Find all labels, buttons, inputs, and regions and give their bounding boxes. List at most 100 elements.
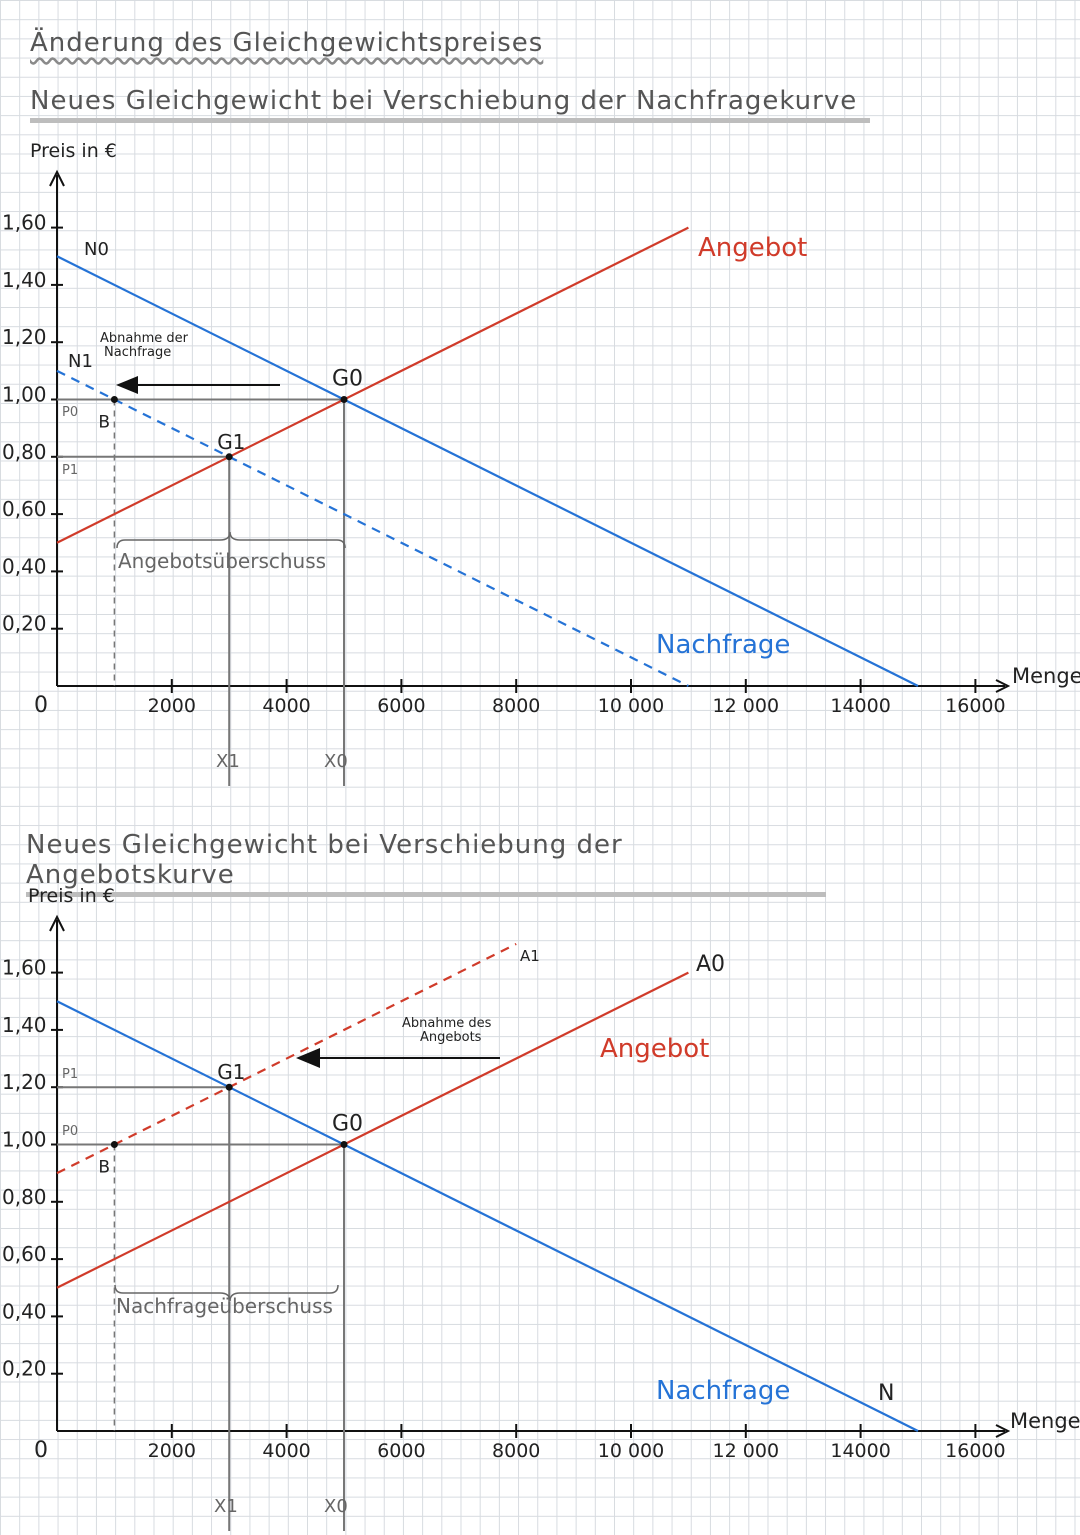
chart2-point-g1: [225, 1083, 233, 1091]
chart2-point-label-g1: G1: [217, 1060, 245, 1084]
chart2-surplus-brace: [114, 1284, 339, 1302]
chart2-point-label-g0: G0: [332, 1112, 363, 1137]
chart1-y-tick-label: 0,20: [2, 612, 47, 636]
chart1-surplus-brace: [116, 531, 346, 549]
chart2-label-nachfrage: Nachfrage: [656, 1376, 790, 1406]
chart2-title: Neues Gleichgewicht bei Verschiebung der…: [26, 830, 826, 897]
chart2-y-tick-label: 1,00: [2, 1128, 47, 1152]
chart1-series-n0: [56, 255, 919, 687]
chart1-x-tick-label: 10 000: [598, 695, 664, 717]
chart2-series-a1: [56, 942, 517, 1175]
chart1-point-label-g1: G1: [217, 430, 245, 454]
chart2-x-tick-label: 12 000: [713, 1440, 779, 1462]
chart1-x-tick-label: 6000: [377, 695, 425, 717]
chart2-point-label-b: B: [98, 1158, 110, 1178]
chart2-x-tick-label: 0: [34, 1438, 48, 1463]
chart1-shift-arrow-head: [116, 376, 138, 394]
chart1-label-angebot: Angebot: [698, 233, 807, 263]
chart2-y-tick-label: 1,40: [2, 1013, 47, 1037]
chart1-point-g1: [225, 453, 233, 461]
chart2-x0-label: X0: [324, 1496, 348, 1517]
chart1-label-n0: N0: [84, 239, 109, 260]
chart2-label-a0: A0: [696, 952, 725, 977]
chart1-arrow-label-2: Nachfrage: [104, 345, 171, 360]
chart1-p0-label: P0: [62, 405, 78, 420]
supply-shift-chart: 0,20 0,40 0,60 0,80 1,00 1,20 1,40 1,60 0 2000 400…: [2, 885, 1080, 1531]
chart1-x0-label: X0: [324, 751, 348, 772]
chart1-arrow-label-1: Abnahme der: [100, 331, 189, 346]
chart1-surplus-label: Angebotsüberschuss: [118, 549, 326, 573]
chart2-x-tick-label: 8000: [492, 1440, 540, 1462]
chart1-p1-label: P1: [62, 463, 78, 478]
chart1-title: Neues Gleichgewicht bei Verschiebung der…: [30, 86, 870, 123]
chart2-x-tick-label: 14000: [830, 1440, 890, 1462]
chart1-x-tick-label: 14000: [830, 695, 890, 717]
chart2-surplus-label: Nachfrageüberschuss: [116, 1294, 333, 1318]
chart1-x-tick-label: 8000: [492, 695, 540, 717]
chart2-arrow-label-2: Angebots: [420, 1030, 482, 1045]
chart1-y-tick-label: 0,40: [2, 554, 47, 578]
chart1-x-tick-label: 2000: [148, 695, 196, 717]
chart1-label-n1: N1: [68, 351, 93, 372]
chart1-x-tick-label: 4000: [262, 695, 310, 717]
chart2-shift-arrow-head: [296, 1048, 320, 1068]
chart1-x-tick-label: 12 000: [713, 695, 779, 717]
chart2-xlabel: Menge: [1010, 1409, 1080, 1433]
chart2-series-a0: [56, 971, 689, 1289]
chart2-x-tick-label: 16000: [945, 1440, 1005, 1462]
chart2-x-tick-label: 2000: [148, 1440, 196, 1462]
chart2-point-b: [110, 1141, 118, 1148]
demand-shift-chart: 0,20 0,40 0,60 0,80 1,00 1,20 1,40 1,60 0 2000 400…: [2, 140, 1080, 786]
chart2-p1-label: P1: [62, 1067, 78, 1082]
chart1-xlabel: Menge: [1012, 664, 1080, 688]
chart2-x-tick-label: 6000: [377, 1440, 425, 1462]
chart2-y-axis-arrow: [49, 914, 65, 932]
chart1-y-axis-arrow: [49, 169, 65, 187]
chart1-point-g0: [340, 396, 348, 403]
chart1-point-label-b: B: [98, 413, 110, 433]
chart2-helper-lines: [57, 1086, 345, 1531]
chart2-y-tick-label: 0,20: [2, 1357, 47, 1381]
chart1-y-tick-label: 1,00: [2, 383, 47, 407]
chart2-label-a1: A1: [520, 947, 540, 965]
chart2-x-tick-label: 10 000: [598, 1440, 664, 1462]
chart1-y-tick-label: 0,80: [2, 440, 47, 464]
chart1-x-tick-label: 0: [34, 693, 48, 718]
chart2-x-tick-label: 4000: [262, 1440, 310, 1462]
chart2-points: G0 G1 B: [98, 1060, 363, 1177]
chart2-arrow-label-1: Abnahme des: [402, 1016, 492, 1031]
chart2-y-tick-label: 1,60: [2, 956, 47, 980]
chart2-axes: 0,20 0,40 0,60 0,80 1,00 1,20 1,40 1,60 0 2000 400…: [2, 914, 1011, 1463]
page-title: Änderung des Gleichgewichtspreises: [30, 28, 544, 58]
chart1-y-tick-label: 1,40: [2, 268, 47, 292]
chart2-label-angebot: Angebot: [600, 1034, 709, 1064]
chart2-y-tick-label: 0,80: [2, 1185, 47, 1209]
chart1-label-nachfrage: Nachfrage: [656, 630, 790, 660]
chart1-x-tick-label: 16000: [945, 695, 1005, 717]
chart2-p0-label: P0: [62, 1124, 78, 1139]
chart2-y-tick-label: 1,20: [2, 1070, 47, 1094]
chart2-x-axis-arrow: [995, 1424, 1011, 1438]
chart1-x-axis-arrow: [995, 679, 1011, 693]
chart1-axes: 0,20 0,40 0,60 0,80 1,00 1,20 1,40 1,60 0 2000 400…: [2, 169, 1011, 718]
chart1-point-label-g0: G0: [332, 367, 363, 392]
chart1-y-tick-label: 0,60: [2, 497, 47, 521]
chart1-helper-lines: [57, 398, 345, 786]
chart2-ylabel: Preis in €: [28, 885, 115, 907]
chart1-point-b: [110, 396, 118, 403]
chart2-y-tick-label: 0,40: [2, 1299, 47, 1323]
chart2-point-g0: [340, 1141, 348, 1148]
chart1-series: [56, 226, 919, 687]
chart1-series-angebot: [56, 226, 689, 544]
chart1-points: G0 G1 B: [98, 367, 363, 461]
chart1-series-n1: [56, 369, 689, 687]
chart2-series-n: [56, 1000, 919, 1432]
chart2-series: [56, 942, 919, 1432]
chart2-label-n: N: [878, 1381, 894, 1406]
chart2-x1-label: X1: [214, 1496, 238, 1517]
chart1-ylabel: Preis in €: [30, 140, 117, 162]
chart2-y-tick-label: 0,60: [2, 1242, 47, 1266]
chart1-x1-label: X1: [216, 751, 240, 772]
chart1-y-tick-label: 1,60: [2, 211, 47, 235]
chart1-y-tick-label: 1,20: [2, 325, 47, 349]
